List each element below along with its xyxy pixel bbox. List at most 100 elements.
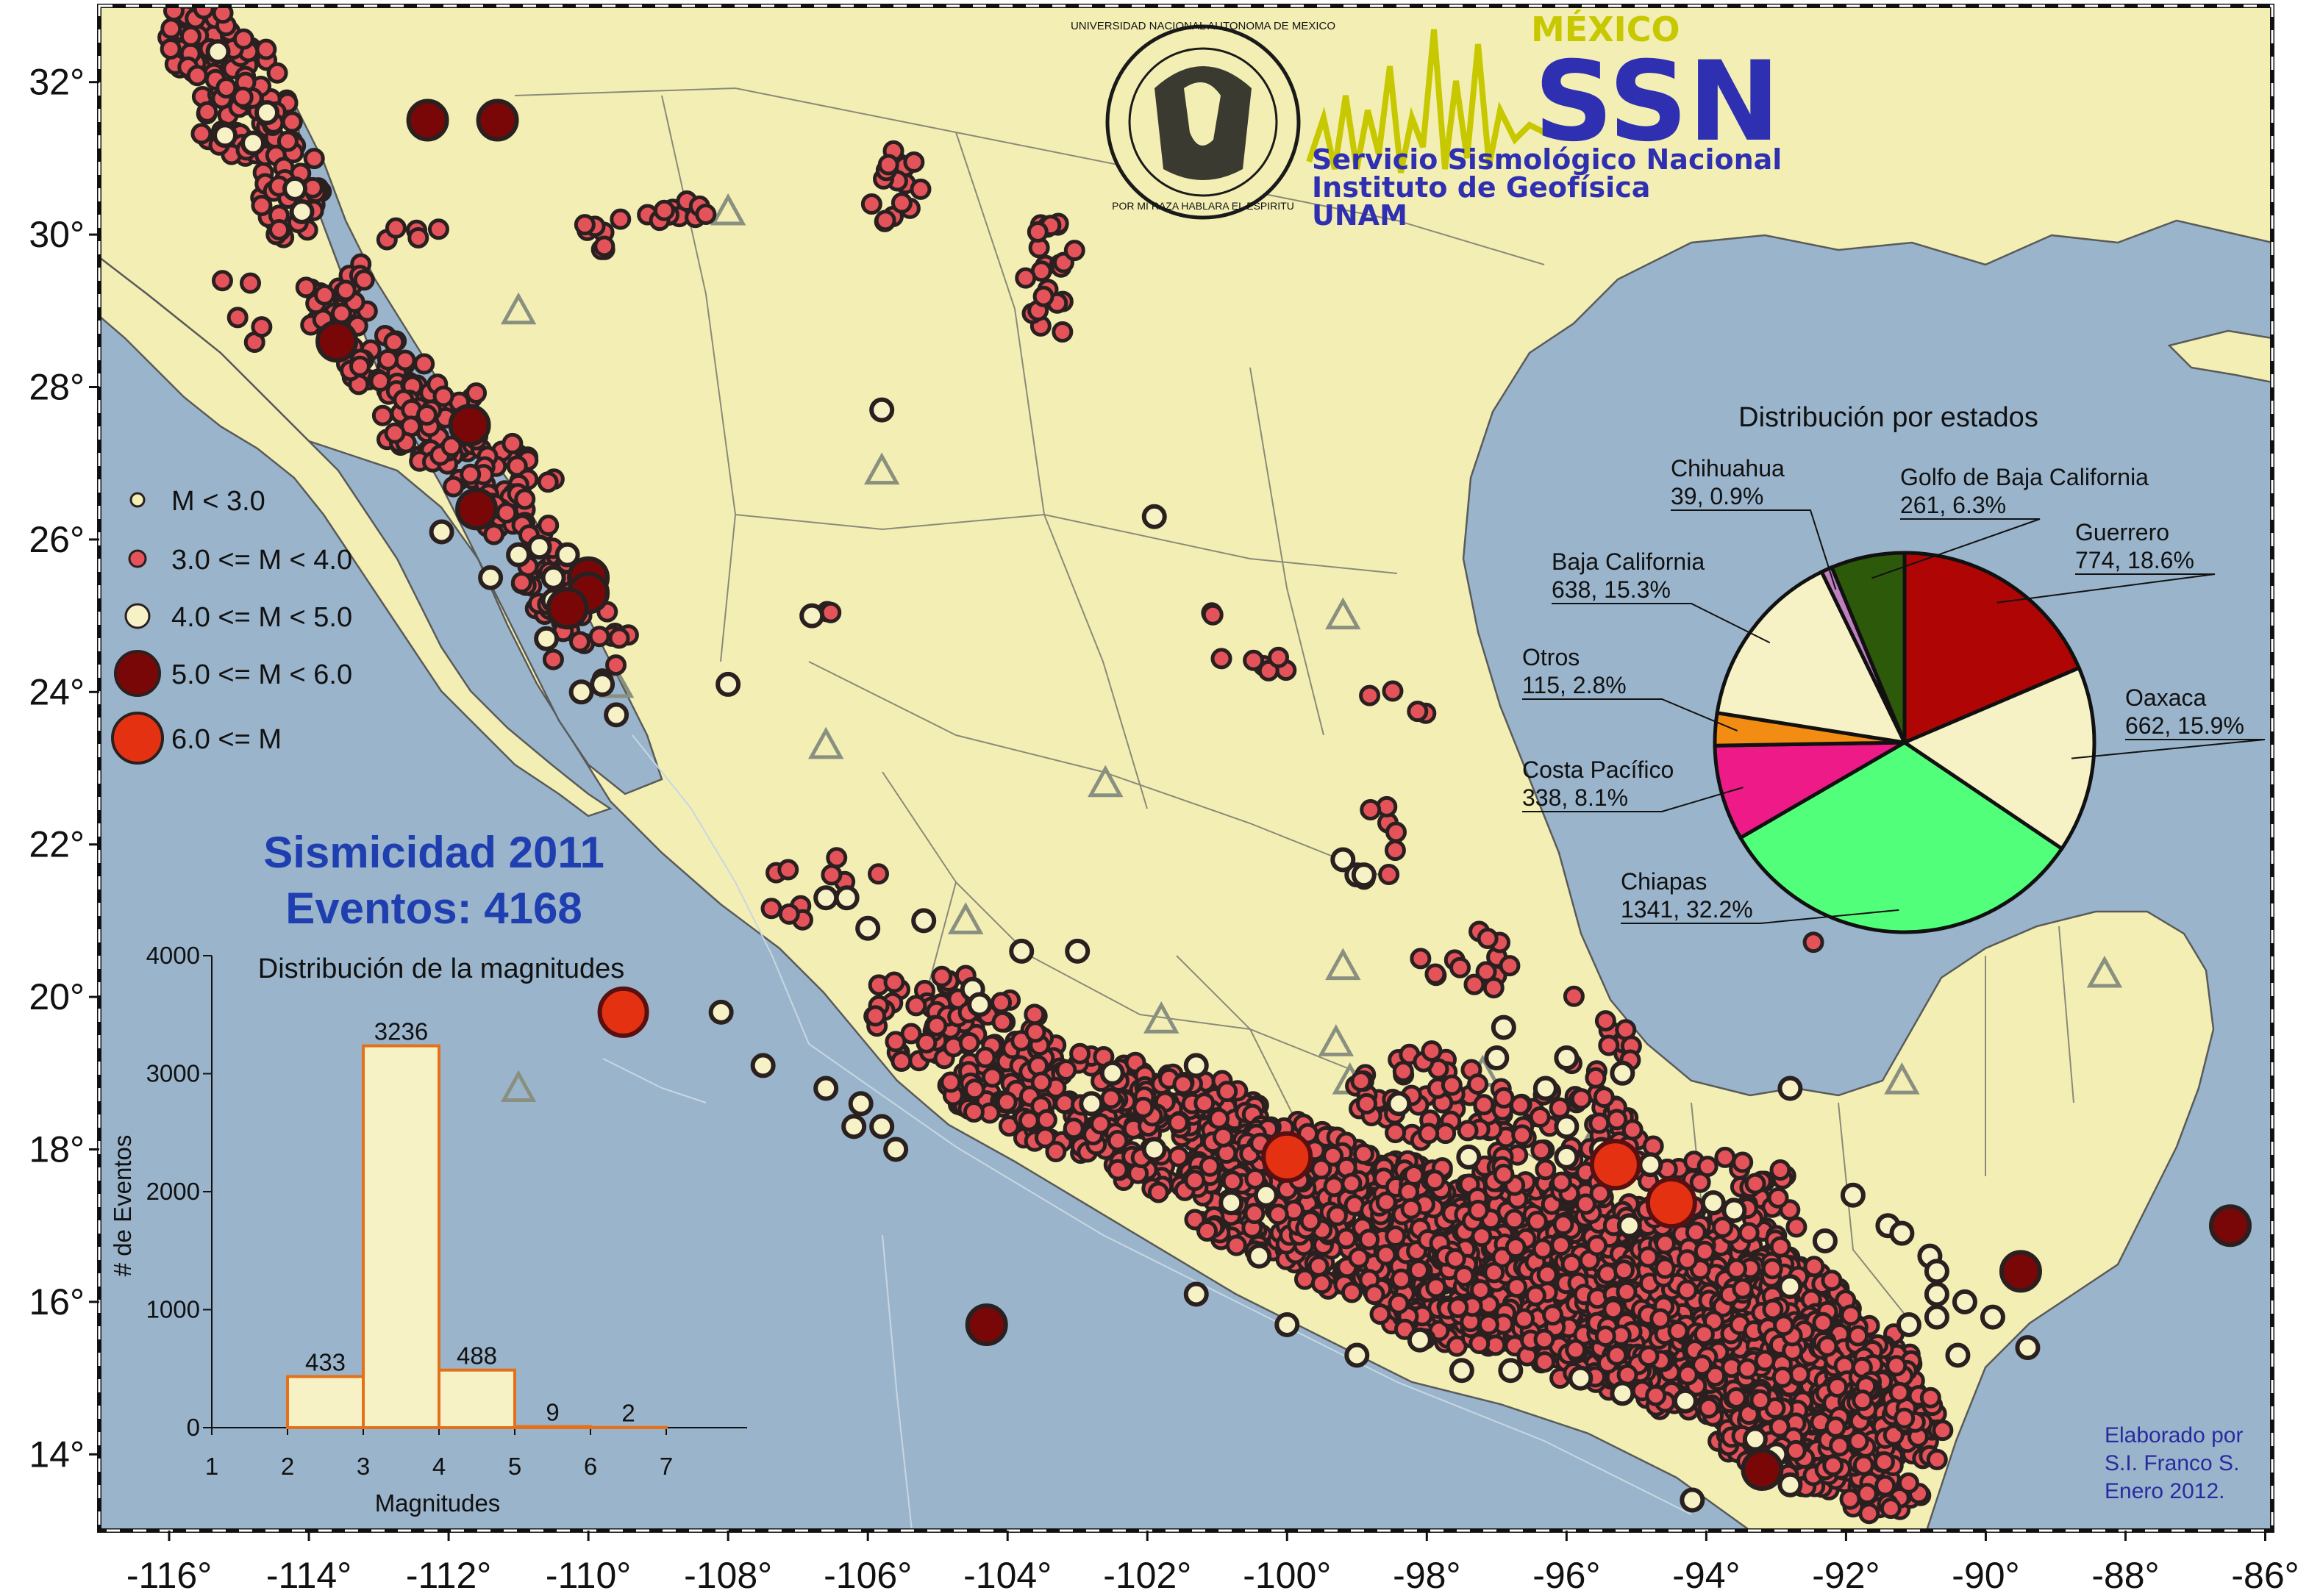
histogram-x-tick-label: 5 [508, 1453, 521, 1480]
volcano-triangle-icon [1087, 765, 1124, 798]
lon-tick-label: -94° [1672, 1555, 1740, 1596]
event-marker-m3 [1593, 1087, 1615, 1109]
event-marker-m3 [1732, 1278, 1754, 1300]
event-marker-m3 [1267, 1203, 1289, 1225]
histogram-x-label: Magnitudes [375, 1489, 501, 1517]
event-marker-m3 [1199, 1155, 1221, 1177]
event-marker-m3 [1594, 1010, 1616, 1032]
event-marker-m4 [1009, 938, 1035, 964]
event-marker-m6 [1645, 1177, 1697, 1229]
event-marker-m3 [593, 235, 615, 257]
event-marker-m4 [429, 519, 454, 545]
event-marker-m3 [1897, 1472, 1919, 1494]
event-marker-m3 [891, 192, 913, 214]
event-marker-m4 [715, 671, 741, 697]
event-marker-m3 [1642, 1135, 1664, 1157]
event-marker-m3 [1676, 1249, 1698, 1271]
event-marker-m3 [1654, 1233, 1676, 1255]
event-marker-m3 [778, 903, 800, 925]
event-marker-m3 [1769, 1159, 1791, 1181]
event-marker-m3 [874, 210, 896, 232]
earthquake-events-layer [157, 6, 2252, 1525]
event-marker-m3 [1425, 1276, 1447, 1298]
pie-slice-name: Costa Pacífico [1522, 756, 1674, 783]
event-marker-m3 [826, 847, 848, 869]
event-marker-m4 [1532, 1076, 1558, 1101]
event-marker-m4 [1672, 1388, 1698, 1414]
event-marker-m3 [232, 86, 254, 108]
event-marker-m4 [604, 702, 629, 728]
lat-tick-label: 20° [29, 976, 85, 1017]
volcano-triangle-icon [807, 726, 844, 759]
event-marker-m3 [371, 404, 393, 426]
lon-tick-label: -88° [2091, 1555, 2159, 1596]
event-marker-m3 [186, 65, 208, 87]
event-marker-m3 [251, 194, 273, 216]
event-marker-m4 [1386, 1091, 1412, 1117]
event-marker-m3 [384, 422, 406, 444]
event-marker-m3 [1444, 1248, 1466, 1270]
event-marker-m3 [1482, 977, 1505, 999]
credit-line2: S.I. Franco S. [2105, 1451, 2239, 1475]
event-marker-m3 [1888, 1381, 1910, 1403]
lat-tick-label: 24° [29, 671, 85, 712]
pie-slice-value: 115, 2.8% [1522, 672, 1627, 698]
event-marker-m3 [1654, 1257, 1676, 1279]
logo-line3: UNAM [1312, 199, 1407, 232]
legend-label: 6.0 <= M [171, 724, 282, 755]
event-marker-m3 [239, 272, 261, 294]
event-marker-m3 [349, 355, 371, 377]
event-marker-m3 [1493, 1164, 1515, 1186]
event-marker-m3 [1822, 1454, 1844, 1476]
event-marker-m5 [448, 404, 491, 447]
pie-slice-name: Oaxaca [2125, 684, 2206, 711]
event-marker-m3 [1216, 1081, 1238, 1103]
event-marker-m3 [1355, 1092, 1377, 1114]
histogram-bar [438, 1368, 516, 1430]
event-marker-m4 [1099, 1060, 1125, 1086]
event-marker-m4 [1777, 1076, 1803, 1101]
event-marker-m3 [1802, 931, 1824, 953]
event-marker-m3 [1424, 963, 1446, 985]
event-marker-m3 [335, 279, 357, 301]
event-marker-m3 [1441, 1074, 1463, 1096]
event-marker-m4 [869, 1114, 895, 1139]
event-marker-m3 [1926, 1448, 1948, 1470]
event-marker-m3 [963, 1101, 985, 1123]
lon-tick-label: -98° [1393, 1555, 1460, 1596]
event-marker-m3 [440, 435, 463, 457]
pie-slice-value: 638, 15.3% [1552, 576, 1671, 603]
event-marker-m3 [179, 25, 201, 47]
histogram-y-tick-label: 2000 [146, 1178, 200, 1205]
event-marker-m3 [891, 1050, 913, 1072]
event-marker-m3 [1919, 1386, 1941, 1409]
event-marker-m3 [1694, 1240, 1716, 1262]
event-marker-m3 [268, 219, 290, 241]
event-marker-m4 [1638, 1152, 1663, 1178]
volcano-triangle-icon [1325, 948, 1361, 981]
event-marker-m3 [1744, 1173, 1766, 1195]
event-marker-m3 [608, 627, 630, 649]
event-marker-m4 [534, 626, 560, 651]
event-marker-m4 [1980, 1304, 2005, 1330]
lon-tick-label: -110° [546, 1555, 631, 1596]
event-marker-m3 [1388, 1292, 1410, 1314]
event-marker-m4 [1141, 504, 1167, 529]
event-marker-m3 [1400, 1198, 1422, 1220]
event-marker-m3 [160, 18, 182, 40]
event-marker-m4 [799, 603, 825, 629]
event-marker-m3 [1563, 985, 1585, 1007]
event-marker-m3 [1812, 1311, 1834, 1334]
legend-label: 5.0 <= M < 6.0 [171, 659, 352, 690]
event-marker-m3 [1210, 648, 1232, 670]
pie-slice-value: 1341, 32.2% [1621, 896, 1753, 923]
lon-tick-label: -92° [1812, 1555, 1880, 1596]
event-marker-m3 [537, 471, 559, 493]
event-marker-m3 [1773, 1314, 1795, 1336]
legend-label: 3.0 <= M < 4.0 [171, 545, 352, 576]
pie-slice-value: 261, 6.3% [1900, 492, 2006, 518]
event-marker-m4 [1491, 1015, 1516, 1040]
event-marker-m3 [610, 208, 632, 230]
event-marker-m3 [1550, 1234, 1572, 1256]
